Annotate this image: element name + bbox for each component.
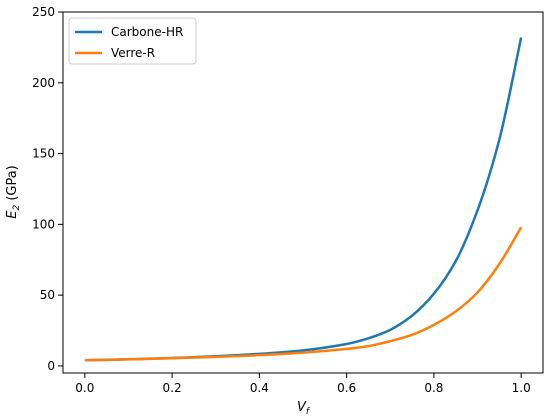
- plot-frame: [62, 11, 544, 374]
- x-tick-label-1: 0.2: [163, 381, 182, 395]
- legend-label-carbone-hr: Carbone-HR: [111, 25, 183, 39]
- x-axis-label: Vf: [297, 400, 311, 417]
- x-tick-label-4: 0.8: [424, 381, 443, 395]
- legend-label-verre-r: Verre-R: [111, 46, 155, 60]
- plot-area: [63, 12, 543, 373]
- y-tick-label-5: 250: [32, 5, 55, 19]
- x-tick-label-3: 0.6: [337, 381, 356, 395]
- y-axis-label: E2 (GPa): [5, 165, 22, 219]
- y-tick-label-1: 50: [40, 288, 55, 302]
- x-tick-label-2: 0.4: [250, 381, 269, 395]
- y-tick-label-0: 0: [47, 359, 55, 373]
- x-tick-label-5: 1.0: [512, 381, 531, 395]
- y-tick-label-4: 200: [32, 76, 55, 90]
- series-line-verre-r: [84, 226, 523, 362]
- y-tick-label-2: 100: [32, 217, 55, 231]
- x-tick-label-0: 0.0: [75, 381, 94, 395]
- legend: Carbone-HR Verre-R: [68, 17, 197, 65]
- y-tick-label-3: 150: [32, 147, 55, 161]
